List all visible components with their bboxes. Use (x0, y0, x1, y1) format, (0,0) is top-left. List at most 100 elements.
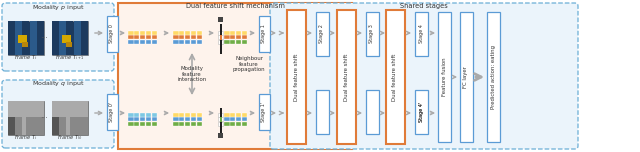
Bar (22, 21, 29, 55)
Bar (196, 113, 202, 117)
Bar (230, 117, 236, 121)
Text: ...: ... (40, 112, 48, 121)
Bar (140, 122, 145, 126)
FancyBboxPatch shape (2, 3, 114, 71)
Bar (191, 31, 196, 35)
Bar (196, 122, 202, 126)
Bar (487, 12, 500, 142)
Bar (185, 117, 190, 121)
Text: Shared stages: Shared stages (400, 3, 448, 9)
Bar (220, 108, 222, 138)
Bar (438, 12, 451, 142)
Bar (218, 113, 223, 117)
Bar (196, 40, 202, 44)
Text: Frame $T_{(i)}$: Frame $T_{(i)}$ (57, 134, 83, 142)
Bar (230, 122, 236, 126)
Bar (242, 31, 247, 35)
Bar (287, 10, 305, 144)
Bar (236, 40, 241, 44)
Bar (220, 35, 222, 40)
Bar (179, 113, 184, 117)
Bar (134, 35, 140, 39)
Bar (224, 31, 230, 35)
Text: Stage 0: Stage 0 (109, 25, 115, 43)
Bar (134, 117, 140, 121)
Bar (152, 35, 157, 39)
Bar (179, 122, 184, 126)
Bar (385, 10, 404, 144)
Bar (22, 101, 29, 135)
Text: Stage 1: Stage 1 (262, 25, 266, 43)
Bar (224, 117, 230, 121)
Bar (218, 17, 223, 22)
Bar (74, 21, 81, 55)
Bar (224, 40, 230, 44)
Bar (152, 113, 157, 117)
Bar (196, 117, 202, 121)
Bar (337, 10, 355, 144)
Bar (81, 101, 88, 135)
Bar (146, 40, 151, 44)
Bar (185, 35, 190, 39)
Bar (218, 122, 223, 126)
FancyBboxPatch shape (2, 80, 114, 148)
Bar (173, 122, 179, 126)
Text: Stage 3: Stage 3 (369, 25, 374, 43)
Bar (218, 133, 223, 138)
Bar (140, 31, 145, 35)
Bar (8, 21, 44, 55)
Bar (62, 35, 71, 43)
Bar (22, 42, 28, 47)
Text: Modality
feature
interaction: Modality feature interaction (177, 66, 207, 82)
Bar (179, 117, 184, 121)
Bar (118, 3, 352, 149)
Bar (415, 90, 428, 134)
Bar (107, 16, 118, 52)
Bar (134, 31, 140, 35)
Bar (191, 122, 196, 126)
Bar (185, 113, 190, 117)
Bar (140, 40, 145, 44)
Bar (218, 40, 223, 44)
Bar (230, 113, 236, 117)
FancyBboxPatch shape (270, 3, 578, 149)
Bar (146, 117, 151, 121)
Bar (134, 122, 140, 126)
Bar (218, 117, 223, 121)
Bar (8, 101, 44, 117)
Bar (242, 122, 247, 126)
Bar (60, 101, 67, 135)
Text: Frame $T_{i+1}$: Frame $T_{i+1}$ (55, 54, 85, 62)
Bar (107, 94, 118, 130)
Bar (242, 40, 247, 44)
Bar (236, 31, 241, 35)
Bar (128, 31, 134, 35)
Bar (52, 101, 88, 117)
Bar (18, 35, 27, 43)
Bar (236, 117, 241, 121)
Text: Stage 4': Stage 4' (419, 102, 424, 122)
Bar (81, 21, 88, 55)
Bar (173, 31, 179, 35)
Bar (134, 113, 140, 117)
Bar (26, 117, 44, 135)
Text: Dual feature shift: Dual feature shift (344, 53, 349, 101)
Bar (365, 12, 378, 56)
Bar (316, 90, 328, 134)
Bar (185, 122, 190, 126)
Bar (66, 42, 72, 47)
Bar (128, 40, 134, 44)
Bar (15, 21, 22, 55)
Text: Dual feature shift: Dual feature shift (392, 53, 397, 101)
Bar (67, 101, 74, 135)
Bar (224, 35, 230, 39)
Bar (242, 117, 247, 121)
Text: Feature fusion: Feature fusion (442, 58, 447, 96)
Bar (67, 21, 74, 55)
Bar (365, 90, 378, 134)
Bar (152, 122, 157, 126)
Bar (152, 31, 157, 35)
Text: Predicted action: eating: Predicted action: eating (490, 45, 495, 109)
Bar (196, 35, 202, 39)
Bar (236, 122, 241, 126)
